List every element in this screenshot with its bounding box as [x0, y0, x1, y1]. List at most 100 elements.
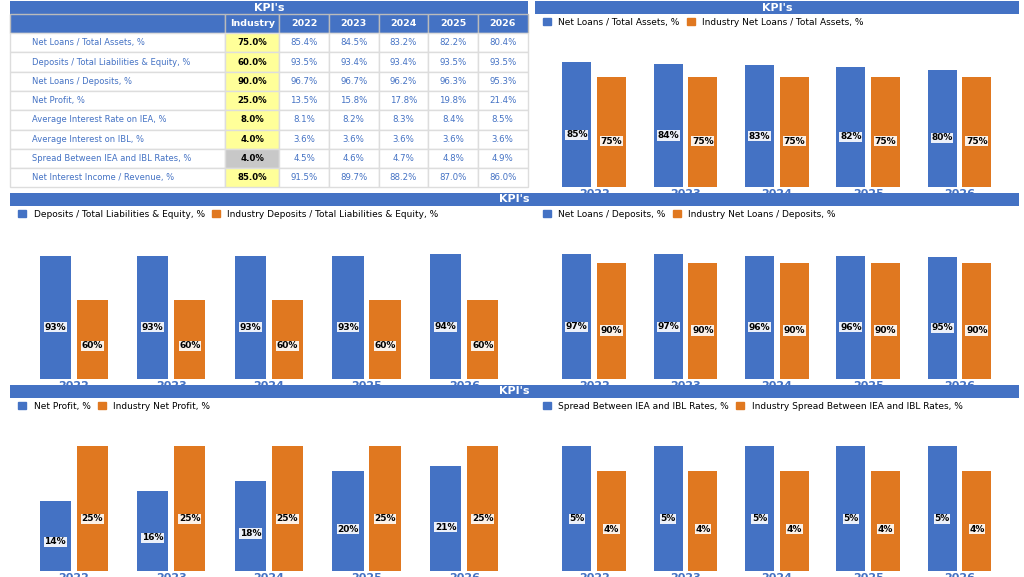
- Bar: [40, 501, 71, 571]
- Bar: [779, 471, 809, 571]
- Text: 4%: 4%: [604, 524, 620, 534]
- Text: 75%: 75%: [783, 137, 805, 145]
- Text: 83%: 83%: [749, 132, 770, 141]
- Text: 5%: 5%: [660, 514, 676, 523]
- Text: 90%: 90%: [966, 326, 987, 335]
- Bar: [562, 62, 592, 188]
- Bar: [837, 67, 865, 188]
- Text: KPI's: KPI's: [500, 194, 529, 204]
- Text: 5%: 5%: [752, 514, 767, 523]
- Bar: [871, 77, 900, 188]
- Bar: [597, 263, 626, 379]
- Text: KPI's: KPI's: [254, 2, 285, 13]
- Bar: [562, 446, 592, 571]
- Text: 94%: 94%: [435, 323, 457, 331]
- Bar: [137, 256, 168, 379]
- Bar: [688, 263, 718, 379]
- Bar: [744, 65, 774, 188]
- Text: 75%: 75%: [601, 137, 623, 145]
- Text: 85%: 85%: [566, 130, 588, 140]
- Bar: [688, 77, 718, 188]
- Bar: [333, 256, 364, 379]
- Text: 4%: 4%: [878, 524, 893, 534]
- Text: 60%: 60%: [375, 341, 396, 350]
- Text: 80%: 80%: [932, 133, 953, 143]
- Text: 60%: 60%: [82, 341, 103, 350]
- Bar: [928, 70, 956, 188]
- Text: 16%: 16%: [142, 533, 164, 542]
- Bar: [837, 446, 865, 571]
- Bar: [928, 446, 956, 571]
- Bar: [370, 299, 400, 379]
- Text: 93%: 93%: [44, 323, 66, 332]
- Bar: [597, 471, 626, 571]
- Text: 93%: 93%: [337, 323, 358, 332]
- Text: 90%: 90%: [692, 326, 714, 335]
- Text: 75%: 75%: [874, 137, 896, 145]
- Legend: Net Profit, %, Industry Net Profit, %: Net Profit, %, Industry Net Profit, %: [14, 398, 214, 414]
- Bar: [963, 263, 991, 379]
- Bar: [430, 254, 461, 379]
- Bar: [430, 466, 461, 571]
- Bar: [333, 471, 364, 571]
- Text: KPI's: KPI's: [762, 2, 793, 13]
- Text: 25%: 25%: [276, 514, 298, 523]
- Text: 97%: 97%: [566, 323, 588, 331]
- Text: 93%: 93%: [240, 323, 261, 332]
- Bar: [234, 481, 266, 571]
- Text: 4%: 4%: [969, 524, 984, 534]
- Text: 93%: 93%: [142, 323, 164, 332]
- Bar: [271, 299, 303, 379]
- Text: 21%: 21%: [435, 523, 457, 531]
- Bar: [963, 471, 991, 571]
- Bar: [837, 256, 865, 379]
- Text: 97%: 97%: [657, 323, 679, 331]
- Text: 25%: 25%: [179, 514, 201, 523]
- Text: 60%: 60%: [179, 341, 201, 350]
- Legend: Deposits / Total Liabilities & Equity, %, Industry Deposits / Total Liabilities : Deposits / Total Liabilities & Equity, %…: [14, 207, 442, 223]
- Text: 4%: 4%: [695, 524, 711, 534]
- Bar: [271, 446, 303, 571]
- Text: 14%: 14%: [44, 537, 66, 546]
- Bar: [871, 263, 900, 379]
- Text: 5%: 5%: [843, 514, 858, 523]
- Bar: [467, 299, 499, 379]
- Text: 20%: 20%: [337, 524, 358, 534]
- Bar: [871, 471, 900, 571]
- Bar: [77, 299, 108, 379]
- Bar: [928, 257, 956, 379]
- Legend: Net Loans / Deposits, %, Industry Net Loans / Deposits, %: Net Loans / Deposits, %, Industry Net Lo…: [540, 207, 840, 223]
- Bar: [744, 446, 774, 571]
- Bar: [779, 263, 809, 379]
- Text: 5%: 5%: [569, 514, 585, 523]
- Text: 25%: 25%: [375, 514, 396, 523]
- Text: 96%: 96%: [840, 323, 861, 332]
- Bar: [653, 64, 683, 188]
- Text: 84%: 84%: [657, 131, 679, 140]
- Legend: Spread Between IEA and IBL Rates, %, Industry Spread Between IEA and IBL Rates, : Spread Between IEA and IBL Rates, %, Ind…: [540, 398, 966, 414]
- Bar: [174, 299, 206, 379]
- Text: 60%: 60%: [472, 341, 494, 350]
- Text: 25%: 25%: [82, 514, 103, 523]
- Text: 90%: 90%: [601, 326, 623, 335]
- Bar: [40, 256, 71, 379]
- Text: 18%: 18%: [240, 529, 261, 538]
- Bar: [467, 446, 499, 571]
- Bar: [137, 491, 168, 571]
- Text: 75%: 75%: [966, 137, 988, 145]
- Legend: Net Loans / Total Assets, %, Industry Net Loans / Total Assets, %: Net Loans / Total Assets, %, Industry Ne…: [540, 14, 867, 31]
- Text: 90%: 90%: [874, 326, 896, 335]
- Bar: [597, 77, 626, 188]
- Bar: [653, 254, 683, 379]
- Bar: [779, 77, 809, 188]
- Bar: [174, 446, 206, 571]
- Text: 5%: 5%: [935, 514, 950, 523]
- Text: 4%: 4%: [786, 524, 802, 534]
- Bar: [688, 471, 718, 571]
- Text: 95%: 95%: [932, 323, 953, 332]
- Bar: [653, 446, 683, 571]
- Bar: [370, 446, 400, 571]
- Text: 82%: 82%: [840, 132, 861, 141]
- Text: 25%: 25%: [472, 514, 494, 523]
- Text: 60%: 60%: [276, 341, 298, 350]
